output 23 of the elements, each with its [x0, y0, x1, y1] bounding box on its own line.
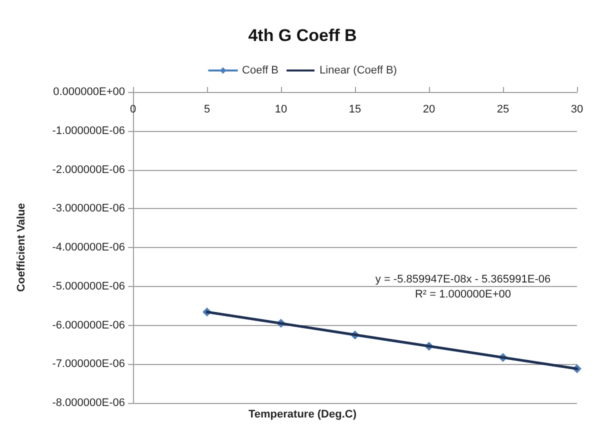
x-tick-label: 0: [130, 104, 136, 116]
x-tick-label: 5: [204, 104, 210, 116]
y-tick-label: -6.000000E-06: [52, 319, 125, 332]
annotation: y = -5.859947E-08x - 5.365991E-06: [375, 274, 551, 286]
legend-label: Linear (Coeff B): [320, 64, 397, 76]
x-tick-label: 20: [422, 104, 436, 116]
y-tick-label: -8.000000E-06: [52, 397, 125, 409]
y-tick-label: -5.000000E-06: [52, 280, 125, 292]
y-axis-title: Coefficient Value: [16, 203, 28, 292]
chart-title: 4th G Coeff B: [248, 26, 357, 45]
y-tick-label: -1.000000E-06: [52, 124, 125, 137]
x-tick-label: 15: [348, 104, 362, 116]
y-tick-label: -7.000000E-06: [52, 358, 125, 370]
y-tick-label: -3.000000E-06: [52, 202, 125, 215]
x-tick-label: 25: [496, 104, 510, 116]
y-tick-label: 0.000000E+00: [53, 86, 125, 98]
x-tick-label: 30: [570, 104, 584, 116]
legend-label: Coeff B: [242, 64, 279, 76]
x-tick-label: 10: [274, 104, 288, 116]
annotation: R² = 1.000000E+00: [414, 288, 512, 300]
x-axis-title: Temperature (Deg.C): [248, 408, 357, 420]
y-tick-label: -2.000000E-06: [52, 164, 125, 176]
y-tick-label: -4.000000E-06: [52, 242, 125, 254]
